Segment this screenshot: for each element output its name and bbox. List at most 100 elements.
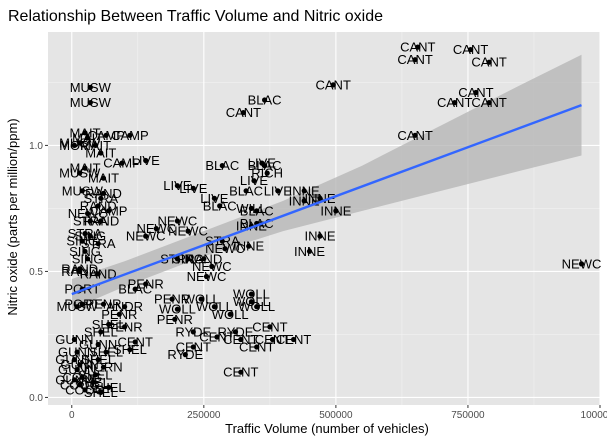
point-label: RAND [82,214,119,229]
point-label: CENT [255,332,290,347]
point-label: WOLL [159,302,196,317]
point-label: GUNN [79,337,117,352]
point-label: LIVE [132,153,161,168]
data-point [222,246,228,252]
data-point [103,132,109,138]
data-point [98,329,104,335]
point-label: GUNN [55,332,93,347]
point-label: CANT [471,95,506,110]
data-point [77,382,83,388]
point-label: MAIT [69,125,100,140]
y-axis-title: Nitric oxide (parts per million/ppm) [5,118,20,315]
data-point [267,324,273,330]
point-label: WILL [236,201,266,216]
data-point [71,142,77,148]
data-point [95,241,101,247]
data-point [246,243,252,249]
data-point [79,238,85,244]
point-label: COOG [62,370,102,385]
data-point [486,59,492,65]
data-point [87,100,93,106]
data-point [100,175,107,181]
point-label: CENT [252,319,287,334]
data-point [301,188,307,194]
data-point [116,311,122,317]
point-label: RAND [80,198,117,213]
data-point [100,301,107,307]
point-label: PENR [128,277,164,292]
point-label: SHEL [84,385,118,400]
point-label: GUNN [55,372,93,387]
point-label: MUSW [57,299,99,314]
point-label: LIVE [264,183,293,198]
point-label: RAND [185,251,222,266]
point-label: BLAC [240,203,274,218]
data-point [301,198,307,204]
point-label: NEWC [168,224,208,239]
point-label: INNE [289,183,320,198]
data-point [174,256,180,262]
point-label: WOLL [233,294,270,309]
data-point [82,248,88,254]
point-label: NEWC [192,259,232,274]
point-label: SING [69,244,101,259]
point-label: RAND [61,261,98,276]
point-label: PENR [154,292,190,307]
data-point [190,185,196,191]
data-point [100,190,107,196]
data-point [203,273,210,280]
point-label: MUSW [59,166,101,181]
data-point [415,44,421,50]
data-point [185,228,191,234]
data-point [254,344,260,350]
data-point [95,341,101,348]
point-label: LIVE [200,191,229,206]
data-point [169,296,175,302]
point-label: NEWC [205,241,245,256]
point-label: CENT [118,335,153,350]
data-point [291,336,297,343]
point-label: MUSW [70,80,112,95]
point-label: BLAC [229,183,263,198]
point-label: PENR [157,312,193,327]
point-label: NEWC [158,214,198,229]
point-label: MAIT [69,161,100,176]
data-point [412,57,418,63]
data-point [95,203,101,209]
x-axis-title: Traffic Volume (number of vehicles) [225,421,429,436]
point-label: CANT [397,52,432,67]
data-point [90,379,96,385]
point-label: BLAC [248,93,282,108]
point-label: RAND [80,266,117,281]
data-point [182,352,188,358]
point-label: INNE [320,203,351,218]
data-point [269,336,276,343]
point-label: PENR [101,307,137,322]
data-point [238,369,244,375]
point-label: STRA [68,226,103,241]
data-point [330,82,336,88]
point-label: STRA [83,191,118,206]
point-label: MUSW [70,95,112,110]
data-point [143,281,149,287]
data-point [185,256,191,262]
point-label: MOR [59,138,89,153]
data-point [190,329,196,335]
data-point [95,357,101,363]
point-label: CENT [176,340,211,355]
point-label: CENT [276,332,311,347]
data-point [98,218,104,224]
data-point [85,135,91,141]
point-label: INNE [233,239,264,254]
point-label: WOLL [238,299,275,314]
point-label: LIVE [248,156,277,171]
data-point [79,374,85,380]
data-point [333,208,339,214]
data-point [127,347,133,353]
data-point [259,160,265,166]
point-label: PENR [85,297,121,312]
point-label: NEWC [187,269,227,284]
x-tick-label: 750000 [451,410,485,421]
point-label: CANT [397,128,432,143]
